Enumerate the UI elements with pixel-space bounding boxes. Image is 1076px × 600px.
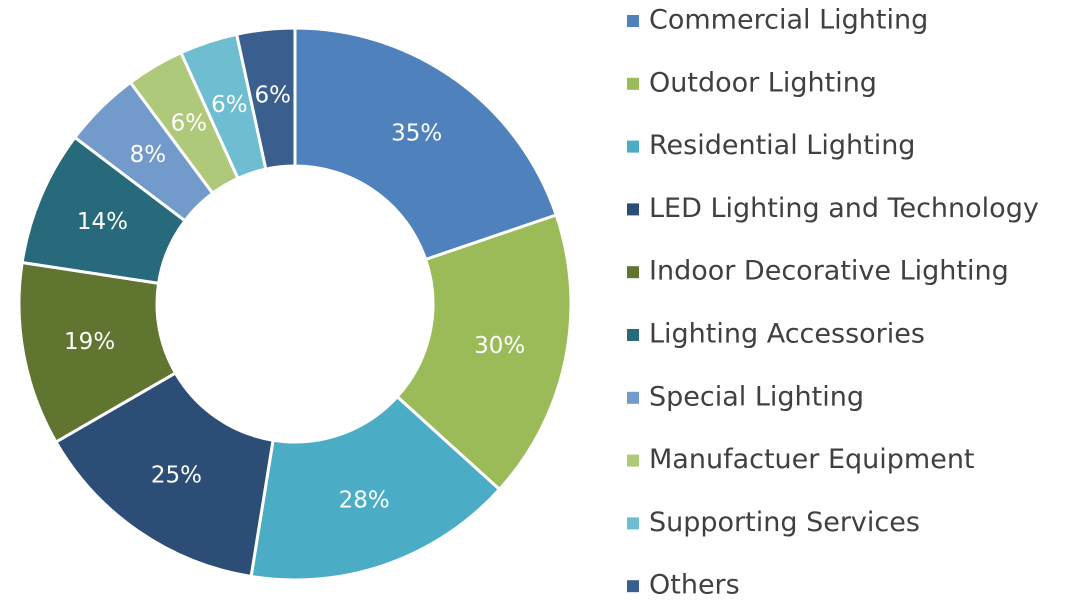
- legend-swatch: [627, 580, 639, 593]
- legend-label: Lighting Accessories: [649, 319, 925, 350]
- slice: [249, 394, 502, 582]
- data-label: 28%: [339, 488, 390, 514]
- data-label: 35%: [391, 121, 442, 147]
- legend-label: Residential Lighting: [649, 130, 915, 161]
- legend-label: LED Lighting and Technology: [649, 193, 1039, 224]
- legend-swatch: [627, 517, 639, 530]
- slice: [234, 26, 297, 171]
- legend-swatch: [627, 140, 639, 153]
- legend-label: Manufactuer Equipment: [649, 444, 975, 475]
- legend-label: Supporting Services: [649, 507, 920, 538]
- legend-label: Outdoor Lighting: [649, 67, 877, 98]
- legend-label: Others: [649, 570, 740, 600]
- legend-label: Indoor Decorative Lighting: [649, 256, 1009, 287]
- data-label: 8%: [130, 142, 167, 168]
- data-label: 6%: [211, 92, 248, 118]
- data-label: 6%: [255, 83, 292, 109]
- data-label: 30%: [474, 333, 525, 359]
- legend-swatch: [627, 203, 639, 216]
- data-label: 6%: [171, 110, 208, 136]
- data-label: 19%: [64, 329, 115, 355]
- slice: [293, 26, 559, 262]
- slice: [53, 370, 275, 579]
- legend-swatch: [627, 391, 639, 404]
- legend-label: Commercial Lighting: [649, 5, 928, 36]
- legend-swatch: [627, 77, 639, 90]
- legend-label: Special Lighting: [649, 381, 864, 412]
- legend-swatch: [627, 266, 639, 279]
- data-label: 14%: [77, 209, 128, 235]
- legend-swatch: [627, 329, 639, 341]
- legend-swatch: [627, 15, 639, 27]
- slice: [395, 213, 573, 492]
- data-label: 25%: [151, 463, 202, 489]
- legend-swatch: [627, 454, 639, 467]
